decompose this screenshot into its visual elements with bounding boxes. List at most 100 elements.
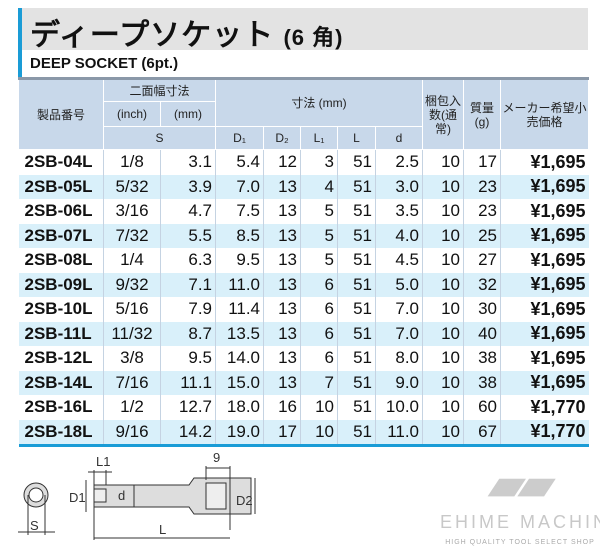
title-suffix: (6 角) [283, 25, 344, 50]
cell-mm: 3.9 [160, 174, 217, 199]
cell-l1: 5 [300, 223, 339, 248]
cell-inch: 3/8 [103, 346, 161, 371]
logo-tagline: HIGH QUALITY TOOL SELECT SHOP [445, 539, 595, 546]
table-row: 2SB-04L 1/8 3.1 5.4 12 3 51 2.5 10 17 ¥1,695 [18, 149, 589, 175]
header-weight: 質量(g) [463, 77, 502, 150]
cell-l1: 6 [300, 272, 339, 297]
cell-d: 7.0 [375, 297, 424, 322]
cell-pack: 10 [422, 321, 465, 346]
cell-price: ¥1,770 [530, 396, 586, 417]
cell-price: ¥1,770 [500, 419, 589, 447]
logo-name: EHIME MACHINE [440, 512, 600, 532]
subtitle: DEEP SOCKET (6pt.) [30, 55, 179, 72]
cell-part-no: 2SB-11L [18, 321, 104, 346]
table-row: 2SB-12L 3/8 9.5 14.0 13 6 51 8.0 10 38 ¥1,695 [18, 346, 589, 371]
cell-d1: 5.4 [215, 149, 265, 175]
cell-d1: 11.0 [215, 272, 265, 297]
cell-mm: 8.7 [160, 321, 217, 346]
cell-d: 4.0 [375, 223, 424, 248]
cell-part-no: 2SB-08L [18, 248, 104, 273]
label-9: 9 [213, 450, 220, 465]
cell-price: ¥1,695 [500, 223, 589, 248]
cell-pack: 10 [422, 223, 465, 248]
cell-pack: 10 [422, 248, 465, 273]
cell-part-no: 2SB-16L [18, 395, 104, 420]
cell-mm: 3.1 [160, 149, 217, 175]
cell-l: 51 [337, 272, 377, 297]
header-l1: L₁ [300, 126, 339, 150]
cell-d: 11.0 [375, 419, 424, 447]
cell-part-no: 2SB-10L [18, 297, 104, 322]
cell-d: 3.0 [375, 174, 424, 199]
cell-d: 10.0 [375, 395, 424, 420]
cell-d1: 15.0 [215, 370, 265, 395]
cell-pack: 10 [422, 370, 465, 395]
cell-mm: 7.1 [160, 272, 217, 297]
cell-part-no: 2SB-06L [18, 199, 104, 224]
cell-l1: 6 [300, 321, 339, 346]
cell-pack: 10 [422, 174, 465, 199]
cell-mm: 5.5 [160, 223, 217, 248]
cell-d2: 12 [263, 149, 302, 175]
cell-d: 4.5 [375, 248, 424, 273]
cell-l1: 6 [300, 346, 339, 371]
cell-pack: 10 [422, 395, 465, 420]
cell-pack: 10 [422, 419, 465, 447]
cell-weight: 23 [463, 174, 502, 199]
cell-pack: 10 [422, 272, 465, 297]
cell-weight: 60 [463, 395, 502, 420]
cell-mm: 7.9 [160, 297, 217, 322]
cell-weight: 23 [463, 199, 502, 224]
cell-d2: 13 [263, 174, 302, 199]
cell-d: 3.5 [375, 199, 424, 224]
label-d: d [118, 488, 125, 503]
cell-price: ¥1,695 [500, 174, 589, 199]
cell-l: 51 [337, 395, 377, 420]
cell-inch: 1/2 [103, 395, 161, 420]
cell-weight: 40 [463, 321, 502, 346]
header-s: S [102, 126, 217, 150]
cell-part-no: 2SB-07L [18, 223, 104, 248]
label-l1: L1 [96, 454, 110, 469]
cell-l: 51 [337, 370, 377, 395]
cell-d1: 7.0 [215, 174, 265, 199]
cell-price: ¥1,695 [530, 200, 586, 221]
header-d2: D₂ [263, 126, 302, 150]
socket-hex-hole [28, 487, 44, 503]
cell-l1: 5 [300, 199, 339, 224]
cell-d2: 13 [263, 248, 302, 273]
cell-weight: 27 [463, 248, 502, 273]
cell-d2: 13 [263, 272, 302, 297]
table-row: 2SB-14L 7/16 11.1 15.0 13 7 51 9.0 10 38 ¥1,695 [18, 370, 589, 395]
page-title: ディープソケット (6 角) [30, 10, 343, 54]
table-row: 2SB-08L 1/4 6.3 9.5 13 5 51 4.5 10 27 ¥1,695 [18, 248, 589, 273]
cell-d2: 13 [263, 297, 302, 322]
socket-diagram: S L1 9 D1 d D2 L [18, 450, 256, 540]
cell-l: 51 [337, 174, 377, 199]
cell-d2: 13 [263, 321, 302, 346]
cell-d1: 9.5 [215, 248, 265, 273]
cell-l: 51 [337, 321, 377, 346]
cell-d: 5.0 [375, 272, 424, 297]
cell-l1: 6 [300, 297, 339, 322]
cell-pack: 10 [422, 149, 465, 175]
header-d1: D₁ [215, 126, 265, 150]
title-main: ディープソケット [30, 19, 275, 52]
cell-pack: 10 [422, 199, 465, 224]
table-row: 2SB-11L 11/32 8.7 13.5 13 6 51 7.0 10 40 ¥1,695 [18, 321, 589, 346]
cell-inch: 5/16 [103, 297, 161, 322]
cell-l1: 3 [300, 149, 339, 175]
header-mm: (mm) [159, 101, 217, 127]
cell-d1: 19.0 [215, 419, 265, 447]
spec-table: 製品番号 二面幅寸法 寸法 (mm) 梱包入数(通常) 質量(g) メーカー希望… [18, 77, 590, 447]
cell-d2: 13 [263, 346, 302, 371]
cell-l1: 4 [300, 174, 339, 199]
cell-mm: 9.5 [160, 346, 217, 371]
cell-price: ¥1,695 [500, 321, 589, 346]
cell-inch: 1/8 [103, 149, 161, 175]
cell-mm: 4.7 [160, 199, 217, 224]
header-d: d [375, 126, 424, 150]
cell-d2: 13 [263, 223, 302, 248]
cell-l1: 10 [300, 395, 339, 420]
header-l: L [337, 126, 377, 150]
